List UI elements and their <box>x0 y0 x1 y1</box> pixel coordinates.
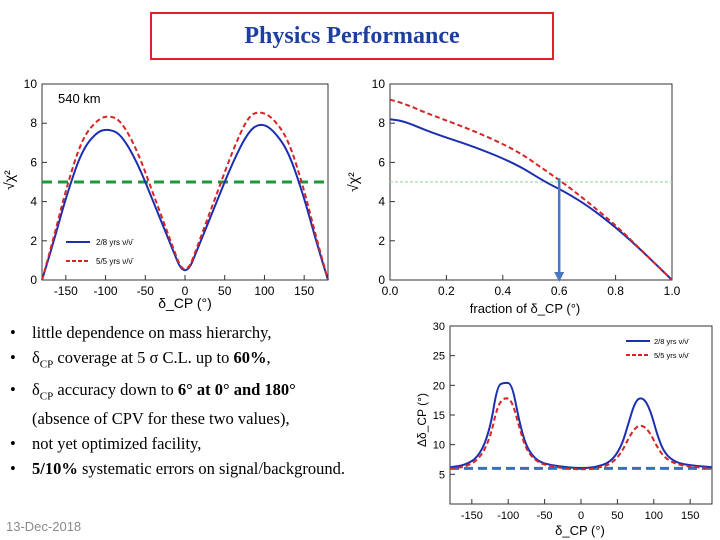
x-tick-label: 1.0 <box>664 284 681 298</box>
y-tick-label: 6 <box>378 155 385 169</box>
y-tick-label: 30 <box>433 321 445 333</box>
chart3-legend-label-5-5: 5/5 yrs ν/ν̄ <box>654 351 689 360</box>
chart1-legend: 2/8 yrs ν/ν̄ 5/5 yrs ν/ν̄ <box>66 238 134 266</box>
y-tick-label: 25 <box>433 351 445 363</box>
chart2-series-5-5 <box>389 98 673 281</box>
y-tick-label: 2 <box>378 234 385 248</box>
chart1-xlabel: δ_CP (°) <box>158 295 212 311</box>
chart3-legend-label-2-8: 2/8 yrs ν/ν̄ <box>654 337 689 346</box>
x-tick-label: 50 <box>611 510 623 522</box>
chart3-frame <box>449 325 713 505</box>
x-tick-label: 50 <box>218 284 232 298</box>
chart2-series-2-8 <box>389 118 673 281</box>
x-tick-label: -50 <box>137 284 155 298</box>
y-tick-label: 8 <box>30 116 37 130</box>
x-tick-label: -50 <box>537 510 553 522</box>
x-tick-label: 0.8 <box>607 284 624 298</box>
chart1-frame <box>41 83 329 281</box>
chart-fraction: 0 2 4 6 8 10 0.0 0.2 0.4 0.6 0.8 1.0 fraction of δ_… <box>345 77 681 316</box>
chart2-xlabel: fraction of δ_CP (°) <box>470 301 580 316</box>
y-tick-label: 10 <box>433 440 445 452</box>
y-tick-label: 6 <box>30 155 37 169</box>
x-tick-label: 0.6 <box>551 284 568 298</box>
y-tick-label: 0 <box>378 273 385 287</box>
x-tick-label: 0.4 <box>494 284 511 298</box>
y-tick-label: 2 <box>30 234 37 248</box>
x-tick-label: 150 <box>294 284 314 298</box>
bullet-dot-icon: • <box>10 323 16 342</box>
bullet-dot-icon: • <box>10 348 16 367</box>
y-tick-label: 4 <box>30 195 37 209</box>
bullet-dot-icon: • <box>10 380 16 400</box>
title-box: Physics Performance <box>150 12 554 60</box>
page-title: Physics Performance <box>244 22 460 49</box>
x-tick-label: 100 <box>645 510 663 522</box>
chart-accuracy: 5 10 15 20 25 30 -150 -100 -50 0 50 100 150 2/8 yrs … <box>415 321 713 538</box>
chart3-series-5-5 <box>449 397 713 471</box>
y-tick-label: 0 <box>30 273 37 287</box>
x-tick-label: 0.0 <box>382 284 399 298</box>
chart-sensitivity: 0 2 4 6 8 10 -150 -100 -50 0 50 100 150 540 km 2/8 y… <box>1 77 329 311</box>
chart2-ylabel: √χ² <box>345 172 361 192</box>
x-tick-label: -100 <box>497 510 519 522</box>
chart3-ylabel: Δδ_CP (°) <box>415 393 429 447</box>
x-tick-label: -150 <box>461 510 483 522</box>
chart2-arrow-head <box>554 272 565 282</box>
bullet-dot-icon: • <box>10 433 16 453</box>
bullet-list: • little dependence on mass hierarchy, • δ… <box>6 322 418 483</box>
chart1-ylabel: √χ² <box>1 170 17 190</box>
bullet-item: • 5/10% systematic errors on signal/backg… <box>10 458 345 478</box>
footer-date: 13-Dec-2018 <box>6 519 82 534</box>
x-tick-label: -150 <box>54 284 78 298</box>
y-tick-label: 5 <box>439 469 445 481</box>
chart1-legend-label-5-5: 5/5 yrs ν/ν̄ <box>96 257 134 266</box>
chart3-series-2-8 <box>449 381 713 470</box>
bullet-item: • little dependence on mass hierarchy, <box>10 323 272 342</box>
y-tick-label: 10 <box>372 77 386 91</box>
chart2-marker-arrow <box>554 178 565 282</box>
x-tick-label: 0 <box>578 510 584 522</box>
y-tick-label: 4 <box>378 195 385 209</box>
y-tick-label: 8 <box>378 116 385 130</box>
x-tick-label: 100 <box>254 284 274 298</box>
bullet-dot-icon: • <box>10 458 16 478</box>
y-tick-label: 10 <box>24 77 38 91</box>
x-tick-label: 150 <box>681 510 699 522</box>
x-tick-label: 0.2 <box>438 284 455 298</box>
bullet-item: • δCP accuracy down to 6° at 0° and 180°(… <box>10 380 296 428</box>
y-tick-label: 15 <box>433 410 445 422</box>
chart1-annotation: 540 km <box>58 91 101 106</box>
x-tick-label: -100 <box>94 284 118 298</box>
x-tick-label: 0 <box>182 284 189 298</box>
bullet-item: • δCP coverage at 5 σ C.L. up to 60%, <box>10 348 271 371</box>
chart3-xlabel: δ_CP (°) <box>555 523 605 538</box>
bullet-item: • not yet optimized facility, <box>10 433 202 453</box>
y-tick-label: 20 <box>433 380 445 392</box>
chart3-legend: 2/8 yrs ν/ν̄ 5/5 yrs ν/ν̄ <box>626 337 689 360</box>
chart1-legend-label-2-8: 2/8 yrs ν/ν̄ <box>96 238 134 247</box>
